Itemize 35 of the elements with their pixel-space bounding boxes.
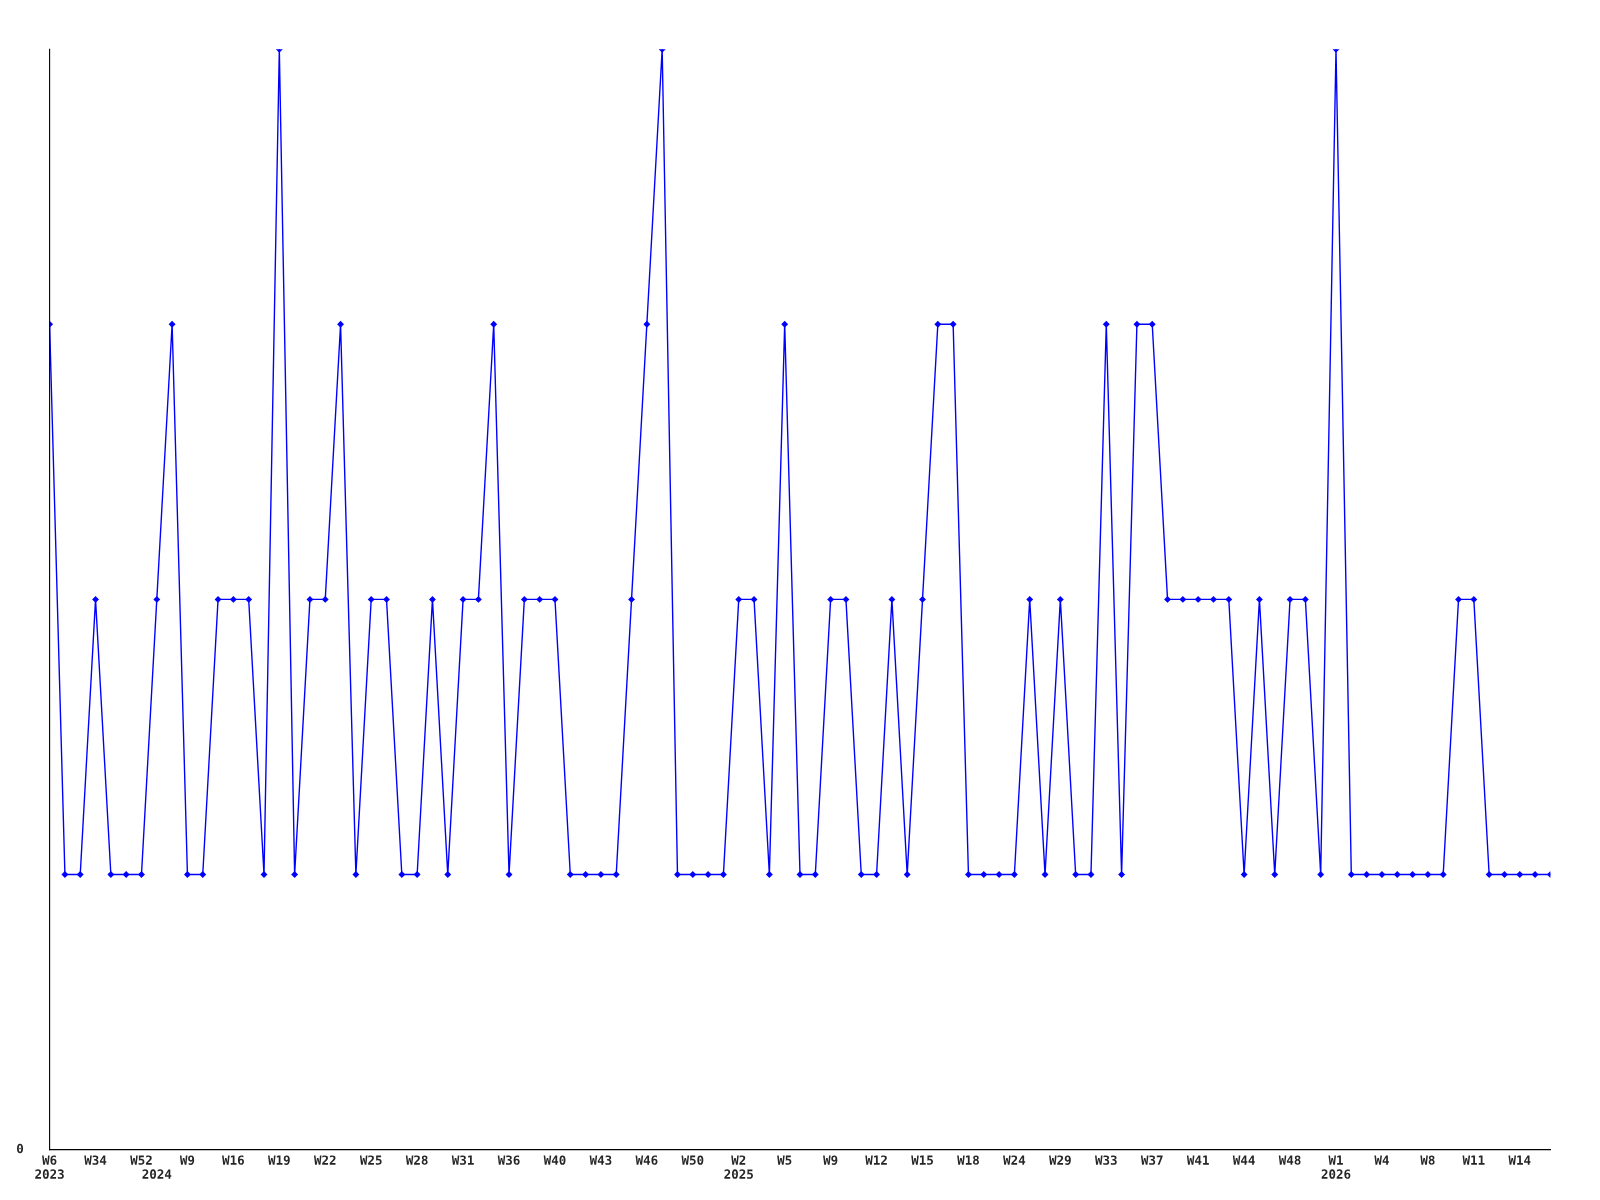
x-tick-label: W6 2023 [35,1155,64,1179]
x-tick-label: W22 [313,1155,336,1165]
x-tick-label: W9 [179,1155,195,1165]
x-tick-label: W43 [589,1155,612,1165]
x-tick-label: W19 [268,1155,290,1165]
text: 0 [17,1143,24,1154]
x-tick-label: W4 [1374,1155,1389,1165]
x-tick-label: W28 [405,1155,428,1165]
x-tick-label: W37 [1140,1155,1163,1165]
x-tick-label: W1 2026 [1321,1155,1351,1179]
x-tick-label: W15 [911,1155,933,1165]
x-tick-label: W52 [130,1155,152,1165]
x-tick-label: W5 [777,1155,792,1165]
x-tick-label: W34 [84,1155,107,1165]
x-tick-label: 2024 [142,1169,172,1179]
x-tick-label: W2 2025 [724,1155,753,1179]
x-tick-label: W50 [681,1155,704,1165]
x-tick-label: W48 [1278,1155,1301,1165]
x-tick-label: W9 [823,1155,838,1165]
x-tick-label: W12 [865,1155,887,1165]
x-tick-label: W24 [1003,1155,1026,1165]
x-tick-label: W8 [1420,1155,1435,1165]
x-tick-label: W16 [222,1155,244,1165]
x-tick-label: W40 [543,1155,566,1165]
x-tick-label: W36 [497,1155,520,1165]
x-tick-label: W18 [957,1155,979,1165]
x-tick-label: W11 [1462,1155,1485,1165]
x-tick-label: W44 [1232,1155,1255,1165]
x-tick-label: W31 [451,1155,474,1165]
x-tick-label: W33 [1095,1155,1117,1165]
x-tick-label: W14 [1508,1155,1531,1165]
x-tick-label: W46 [635,1155,658,1165]
x-tick-label: W29 [1049,1155,1071,1165]
x-tick-label: W25 [359,1155,382,1165]
x-tick-label: W41 [1186,1155,1209,1165]
